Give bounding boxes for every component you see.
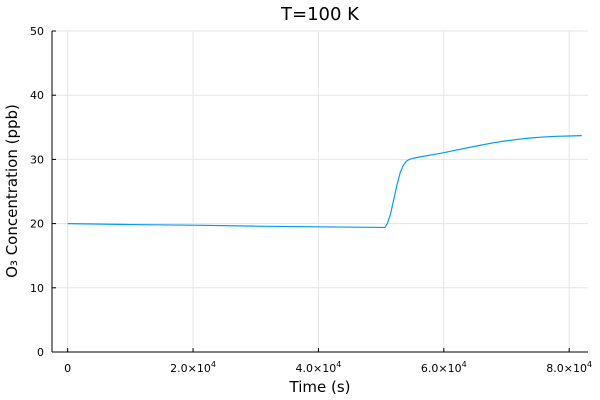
y-tick-label: 40 bbox=[30, 89, 44, 102]
x-tick-label: 2.0×104 bbox=[170, 360, 216, 375]
series-line-0 bbox=[67, 135, 582, 229]
x-tick-label: 8.0×104 bbox=[546, 360, 592, 375]
y-axis-label: O₃ Concentration (ppb) bbox=[3, 104, 21, 278]
y-tick-label: 0 bbox=[37, 346, 44, 359]
series-layer bbox=[67, 135, 582, 229]
y-tick-label: 20 bbox=[30, 218, 44, 231]
x-tick-label: 0 bbox=[64, 362, 71, 375]
axes: 0 2.0×104 4.0×104 6.0×104 8.0×104 0 10 20 30 40 50 bbox=[30, 25, 592, 375]
x-tick-label: 6.0×104 bbox=[421, 360, 467, 375]
chart-title: T=100 K bbox=[280, 4, 360, 25]
x-tick-label: 4.0×104 bbox=[296, 360, 342, 375]
y-tick-label: 10 bbox=[30, 282, 44, 295]
grid bbox=[52, 30, 588, 353]
y-tick-label: 30 bbox=[30, 153, 44, 166]
x-axis-label: Time (s) bbox=[289, 378, 351, 396]
y-tick-label: 50 bbox=[30, 25, 44, 38]
